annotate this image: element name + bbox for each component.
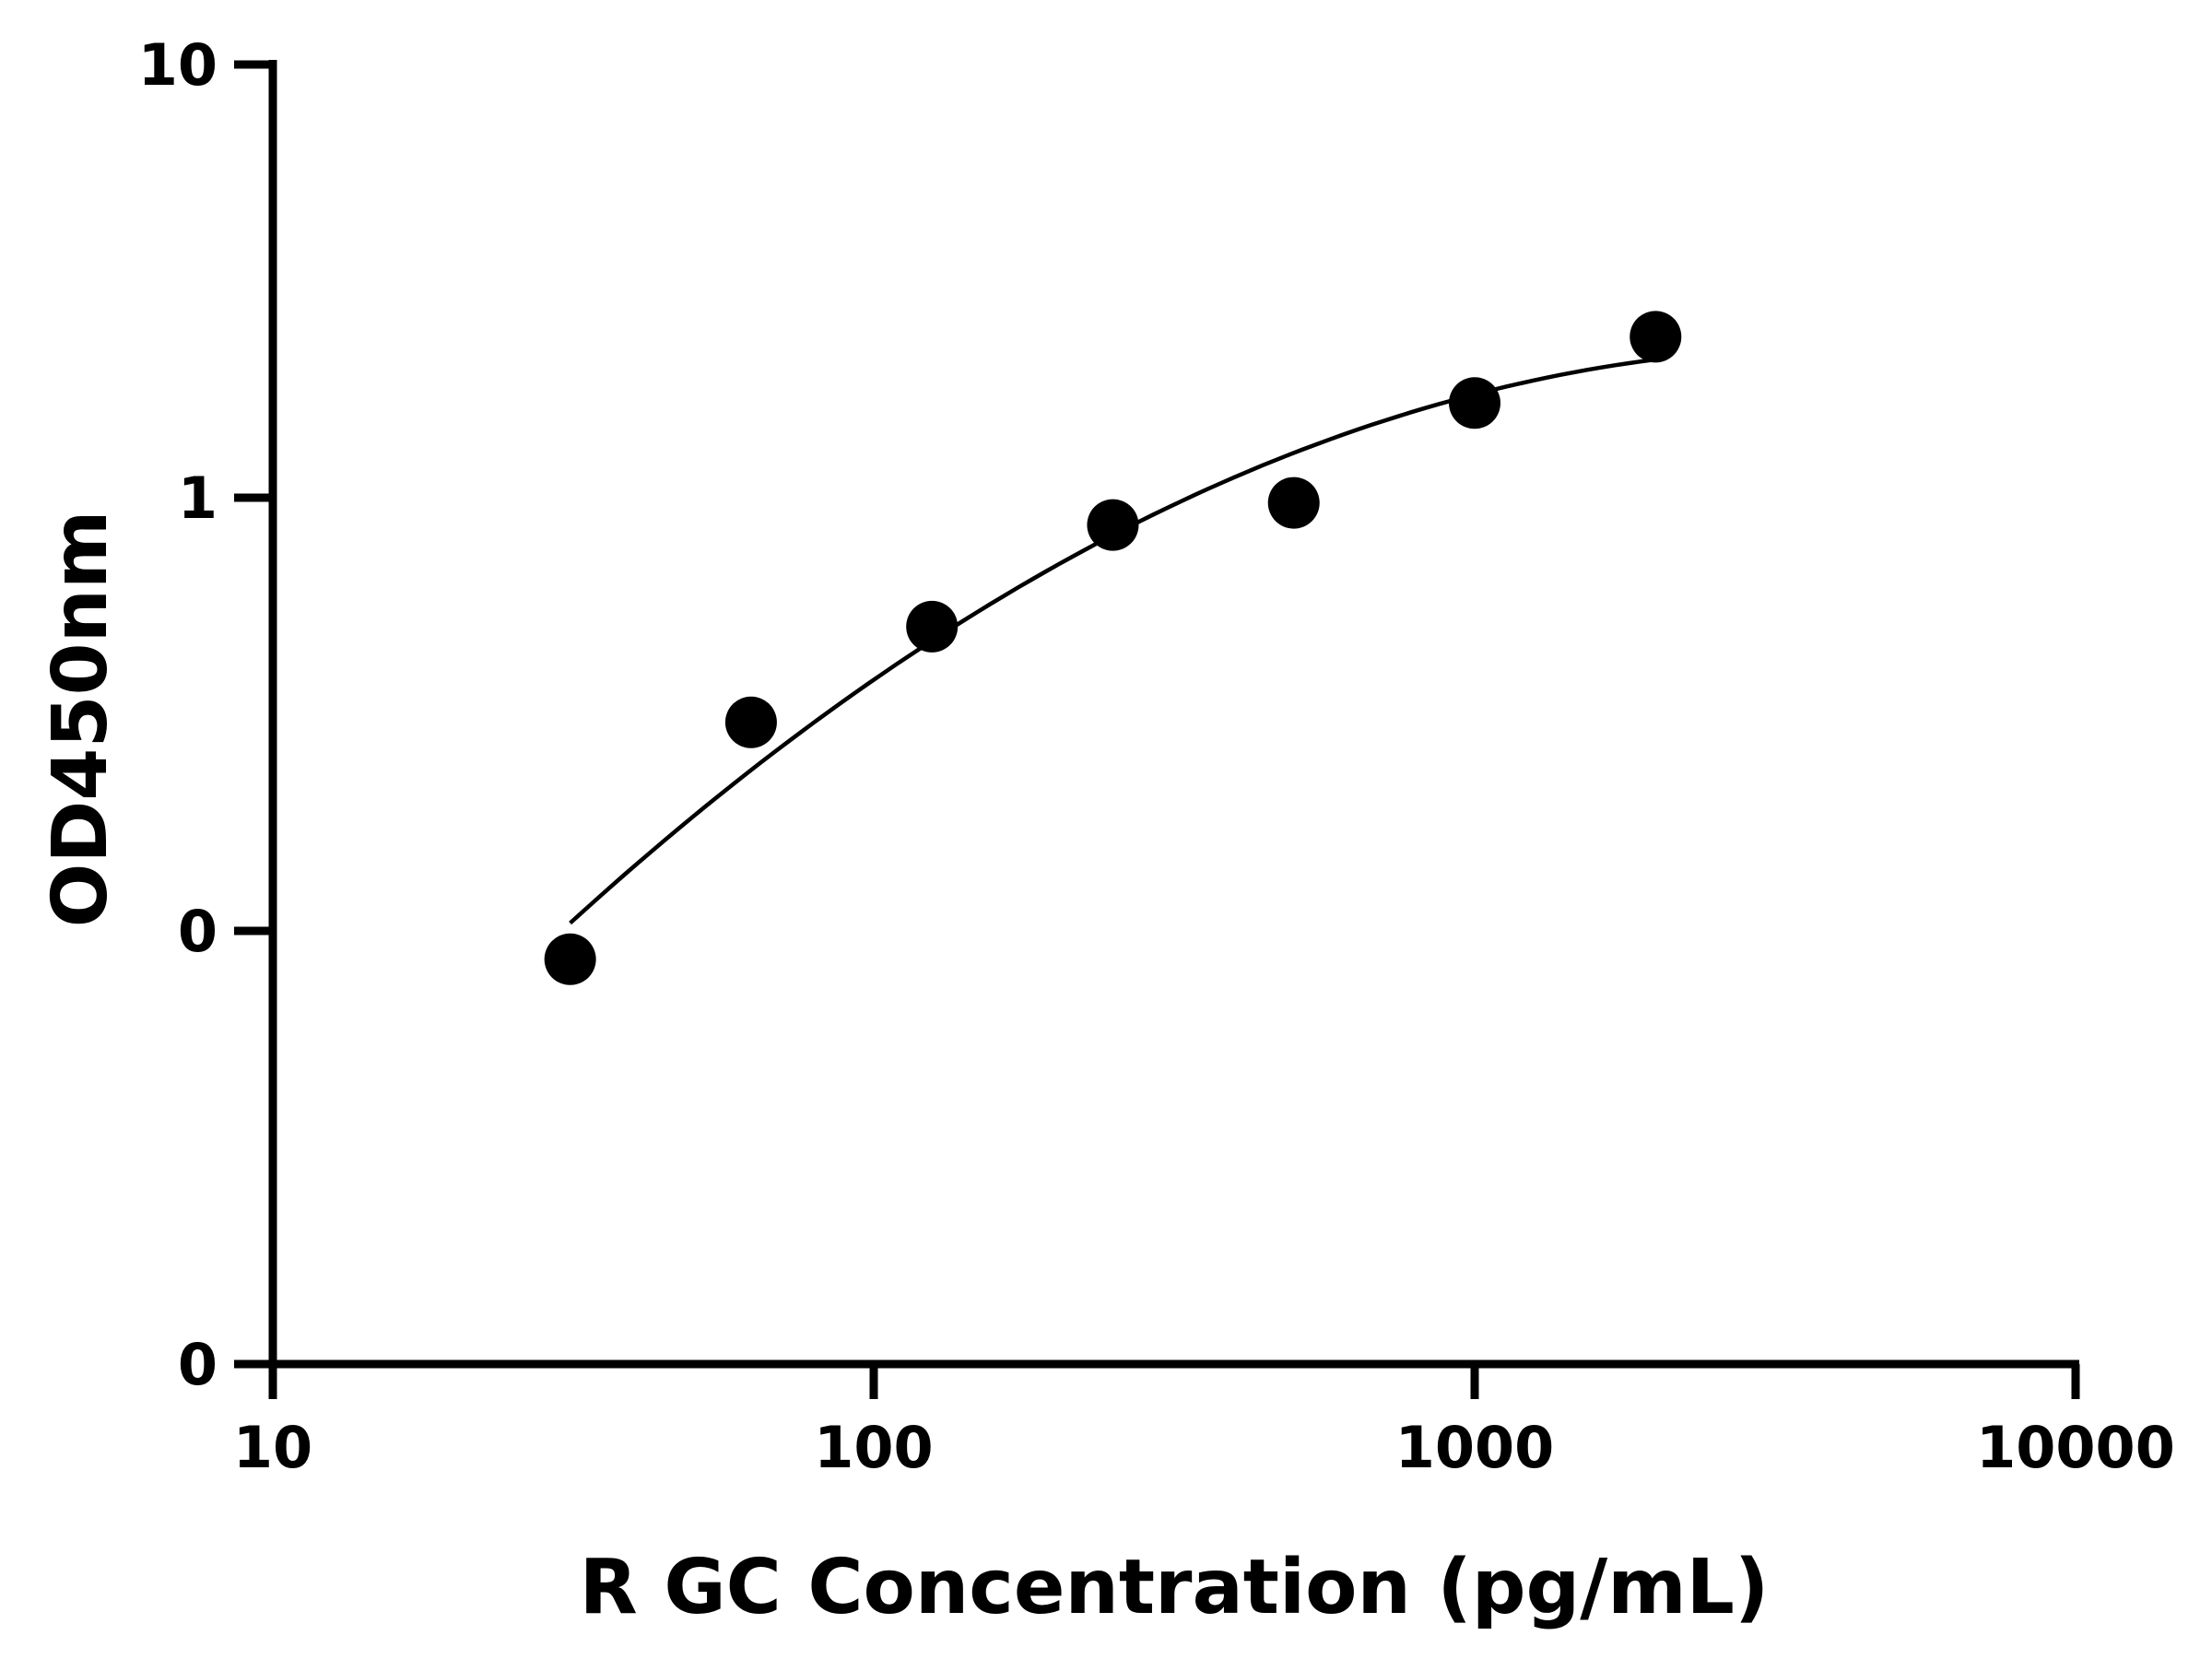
y-tick-label: 0 — [178, 898, 218, 965]
data-point — [1449, 377, 1500, 429]
data-point — [906, 600, 959, 653]
y-tick-label: 0 — [178, 1331, 218, 1398]
x-tick-label: 100 — [814, 1414, 933, 1481]
x-ticks: 10 100 1000 10000 — [233, 1364, 2175, 1481]
y-tick-label: 10 — [138, 31, 218, 99]
data-points — [544, 311, 1682, 985]
fit-curve — [569, 357, 1656, 925]
data-point — [724, 696, 777, 748]
y-axis-title: OD450nm — [37, 511, 124, 928]
data-point — [1087, 499, 1139, 551]
data-point — [1630, 311, 1682, 363]
y-tick-label: 1 — [178, 465, 218, 532]
x-tick-label: 10000 — [1976, 1414, 2175, 1481]
x-axis-title: R GC Concentration (pg/mL) — [580, 1544, 1770, 1631]
data-point — [544, 933, 596, 985]
y-ticks: 0 0 1 10 — [138, 31, 273, 1398]
data-point — [1267, 477, 1320, 529]
x-tick-label: 1000 — [1395, 1414, 1555, 1481]
axes — [268, 60, 2079, 1369]
x-tick-label: 10 — [233, 1414, 312, 1481]
